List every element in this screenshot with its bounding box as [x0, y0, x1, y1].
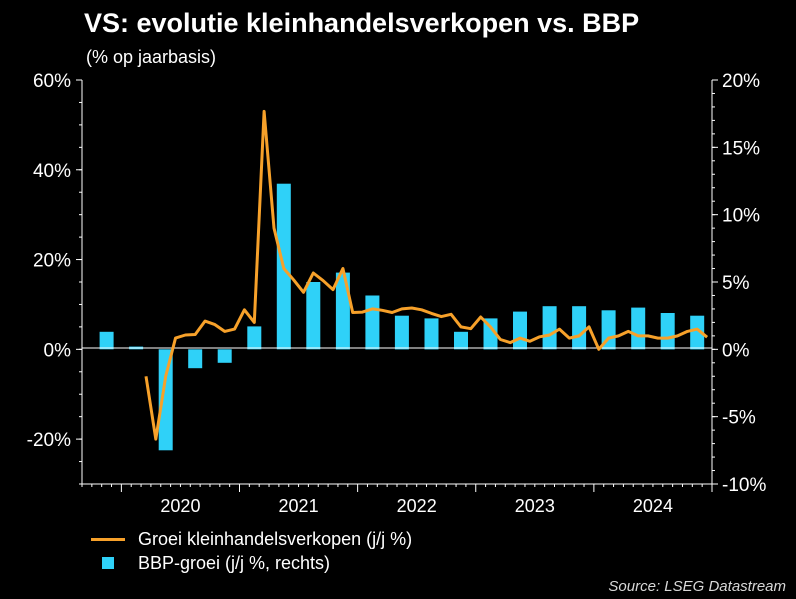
gdp-bar — [542, 306, 557, 350]
gdp-bar — [690, 315, 705, 350]
gdp-bar — [424, 318, 439, 350]
legend-label-gdp: BBP-groei (j/j %, rechts) — [138, 552, 331, 573]
legend-line-swatch — [91, 537, 125, 541]
gdp-bar — [483, 318, 498, 350]
x-tick-label: 2022 — [397, 496, 437, 516]
chart-legend: Groei kleinhandelsverkopen (j/j %) BBP-g… — [84, 527, 412, 575]
retail-sales-line — [144, 109, 709, 441]
gdp-bar — [335, 272, 350, 350]
legend-bar-swatch — [102, 557, 114, 569]
chart-title: VS: evolutie kleinhandelsverkopen vs. BB… — [84, 8, 640, 38]
gdp-bar — [572, 306, 587, 350]
legend-item-retail: Groei kleinhandelsverkopen (j/j %) — [84, 527, 412, 551]
y-right-tick-label: 20% — [722, 71, 760, 92]
y-left-tick-label: 0% — [44, 340, 72, 361]
y-right-tick-label: 15% — [722, 138, 760, 159]
gdp-bar — [365, 295, 380, 350]
gdp-bar — [601, 310, 616, 350]
y-left-tick-label: 40% — [33, 161, 71, 182]
y-left-tick-label: 60% — [33, 71, 71, 92]
gdp-bar — [217, 349, 232, 363]
gdp-bar — [99, 331, 114, 350]
gdp-bar — [631, 307, 646, 350]
gdp-bar — [306, 282, 321, 350]
y-right-tick-label: 0% — [722, 340, 750, 361]
x-tick-label: 2021 — [279, 496, 319, 516]
y-right-tick-label: 10% — [722, 206, 760, 227]
retail-sales-line-path — [144, 109, 709, 441]
gdp-bar — [513, 311, 527, 350]
y-left-tick-label: -20% — [27, 430, 71, 451]
x-tick-label: 2023 — [515, 496, 555, 516]
y-right-tick-label: -5% — [722, 408, 756, 429]
gdp-bars — [99, 183, 705, 451]
gdp-bar — [394, 315, 409, 350]
y-left-tick-label: 20% — [33, 251, 71, 272]
y-right-tick-label: 5% — [722, 273, 750, 294]
x-tick-label: 2020 — [160, 496, 200, 516]
gdp-bar — [660, 313, 675, 350]
legend-label-retail: Groei kleinhandelsverkopen (j/j %) — [138, 528, 413, 549]
gdp-bar — [454, 331, 468, 350]
legend-item-gdp: BBP-groei (j/j %, rechts) — [84, 551, 412, 575]
gdp-bar — [188, 349, 203, 369]
gdp-bar — [158, 349, 173, 451]
chart-axes: -20% 0% 20% 40% 60% -10% -5% 0% 5% 10% 15% 20% 2020 2… — [27, 71, 767, 516]
gdp-bar — [247, 326, 262, 350]
y-right-tick-label: -10% — [722, 475, 766, 496]
x-tick-label: 2024 — [633, 496, 673, 516]
chart-source: Source: LSEG Datastream — [608, 578, 786, 595]
chart-subtitle: (% op jaarbasis) — [86, 47, 217, 67]
